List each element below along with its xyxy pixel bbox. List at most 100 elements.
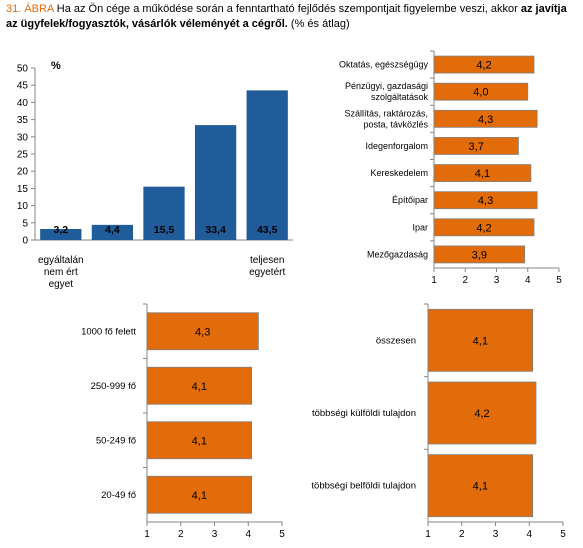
category-label: Kereskedelem xyxy=(370,168,428,178)
y-tick-label: 50 xyxy=(17,64,29,75)
bar-value-label: 4,2 xyxy=(476,222,491,234)
bar-value-label: 4,1 xyxy=(192,381,207,393)
x-tick-label: 4 xyxy=(525,275,531,286)
bar-value-label: 4,1 xyxy=(473,335,488,347)
category-label-line: Ipar xyxy=(412,222,428,232)
bar-value-label: 4,2 xyxy=(474,408,489,420)
x-tick-label: 3 xyxy=(493,529,499,540)
x-tick-label: 4 xyxy=(245,529,251,540)
x-tick-label: 4 xyxy=(526,529,532,540)
bar xyxy=(433,218,535,237)
y-tick-label: 5 xyxy=(22,218,28,229)
bar-value-label: 4,4 xyxy=(105,224,120,236)
category-label-line: teljesen xyxy=(250,255,284,266)
category-label-line: szolgáltatások xyxy=(371,92,429,102)
category-label: többségi belföldi tulajdon xyxy=(311,481,416,492)
category-label: Pénzügyi, gazdasági szolgáltatások xyxy=(345,81,429,102)
category-label-line: posta, távközlés xyxy=(363,119,428,129)
category-label: 250-999 fő xyxy=(91,381,136,392)
bar xyxy=(433,82,529,101)
y-tick-label: 40 xyxy=(17,98,29,109)
category-label: összesen xyxy=(376,335,416,346)
x-tick-label: 5 xyxy=(279,529,285,540)
bar-value-label: 15,5 xyxy=(154,224,175,236)
bar xyxy=(433,109,538,128)
bar xyxy=(433,245,526,264)
x-tick-label: 3 xyxy=(212,529,218,540)
x-tick-label: 2 xyxy=(178,529,184,540)
category-label: Építőipar xyxy=(392,195,428,205)
category-label-line: többségi külföldi tulajdon xyxy=(312,408,416,419)
bar-value-label: 4,3 xyxy=(478,114,493,126)
bar xyxy=(91,224,134,240)
category-label: Szállítás, raktározás, posta, távközlés xyxy=(344,108,428,129)
bar xyxy=(143,186,185,240)
bar xyxy=(146,312,259,351)
category-label-line: egyetért xyxy=(249,267,285,278)
x-tick-label: 2 xyxy=(459,529,465,540)
category-label-line: Építőipar xyxy=(392,195,428,205)
bar-value-label: 4,0 xyxy=(473,87,488,99)
y-tick-label: 35 xyxy=(17,115,29,126)
caption-text: Ha az Ön cége a működése során a fenntar… xyxy=(56,3,518,15)
category-label: 20-49 fő xyxy=(101,490,136,501)
category-label-line: nem ért xyxy=(44,267,78,278)
category-label: teljesen egyetért xyxy=(249,255,285,278)
category-label-line: többségi belföldi tulajdon xyxy=(311,481,416,492)
bar-value-label: 3,7 xyxy=(469,141,484,153)
figure-number: 31. ÁBRA xyxy=(6,3,54,15)
category-label: Idegenforgalom xyxy=(365,141,428,151)
category-label-line: 1000 fő felett xyxy=(81,326,136,337)
category-label-line: összesen xyxy=(376,335,416,346)
x-tick-label: 5 xyxy=(560,529,566,540)
category-label: Ipar xyxy=(412,222,428,232)
category-label-line: Mezőgazdaság xyxy=(367,249,428,259)
bar xyxy=(194,125,237,240)
category-label-line: 20-49 fő xyxy=(101,490,136,501)
bar xyxy=(433,191,538,210)
bar-value-label: 4,1 xyxy=(473,481,488,493)
bar-value-label: 4,1 xyxy=(192,490,207,502)
category-label: Mezőgazdaság xyxy=(367,249,428,259)
y-tick-label: 0 xyxy=(22,236,28,247)
y-tick-label: 25 xyxy=(17,150,29,161)
bar-value-label: 4,3 xyxy=(478,195,493,207)
x-tick-label: 1 xyxy=(431,275,437,286)
caption-suffix: (% és átlag) xyxy=(290,18,350,30)
category-label: 1000 fő felett xyxy=(81,326,136,337)
caption-bold-text: az javítja az ügyfelek/fogyasztók, vásár… xyxy=(6,3,567,30)
y-tick-label: 15 xyxy=(17,184,29,195)
bar-value-label: 33,4 xyxy=(205,224,226,236)
category-label-line: 250-999 fő xyxy=(91,381,136,392)
y-tick-label: 30 xyxy=(17,132,29,143)
y-tick-label: 10 xyxy=(17,201,29,212)
bar xyxy=(146,475,253,514)
category-label-line: egyáltalán xyxy=(38,255,84,266)
bar xyxy=(433,137,519,155)
bar-value-label: 43,5 xyxy=(257,224,278,236)
y-tick-label: 45 xyxy=(17,81,29,92)
figure-caption: 31. ÁBRA Ha az Ön cége a működése során … xyxy=(6,2,578,32)
bar-value-label: 4,1 xyxy=(192,435,207,447)
x-tick-label: 5 xyxy=(556,275,562,286)
category-label: egyáltalán nem ért egyet xyxy=(38,255,84,290)
x-tick-label: 1 xyxy=(425,529,431,540)
bar xyxy=(146,421,253,460)
bar xyxy=(427,308,534,372)
bar xyxy=(433,55,535,74)
bar-value-label: 3,9 xyxy=(472,249,487,261)
y-tick-label: 20 xyxy=(17,167,29,178)
bar xyxy=(40,228,82,240)
bar xyxy=(433,164,532,182)
category-label-line: 50-249 fő xyxy=(96,435,136,446)
x-tick-label: 3 xyxy=(494,275,500,286)
x-tick-label: 1 xyxy=(144,529,150,540)
category-label-line: Pénzügyi, gazdasági xyxy=(345,81,428,91)
category-label: Oktatás, egészségügy xyxy=(339,60,429,70)
bar xyxy=(246,90,288,240)
bar-value-label: 4,1 xyxy=(475,168,490,180)
bar-value-label: 4,2 xyxy=(476,60,491,72)
